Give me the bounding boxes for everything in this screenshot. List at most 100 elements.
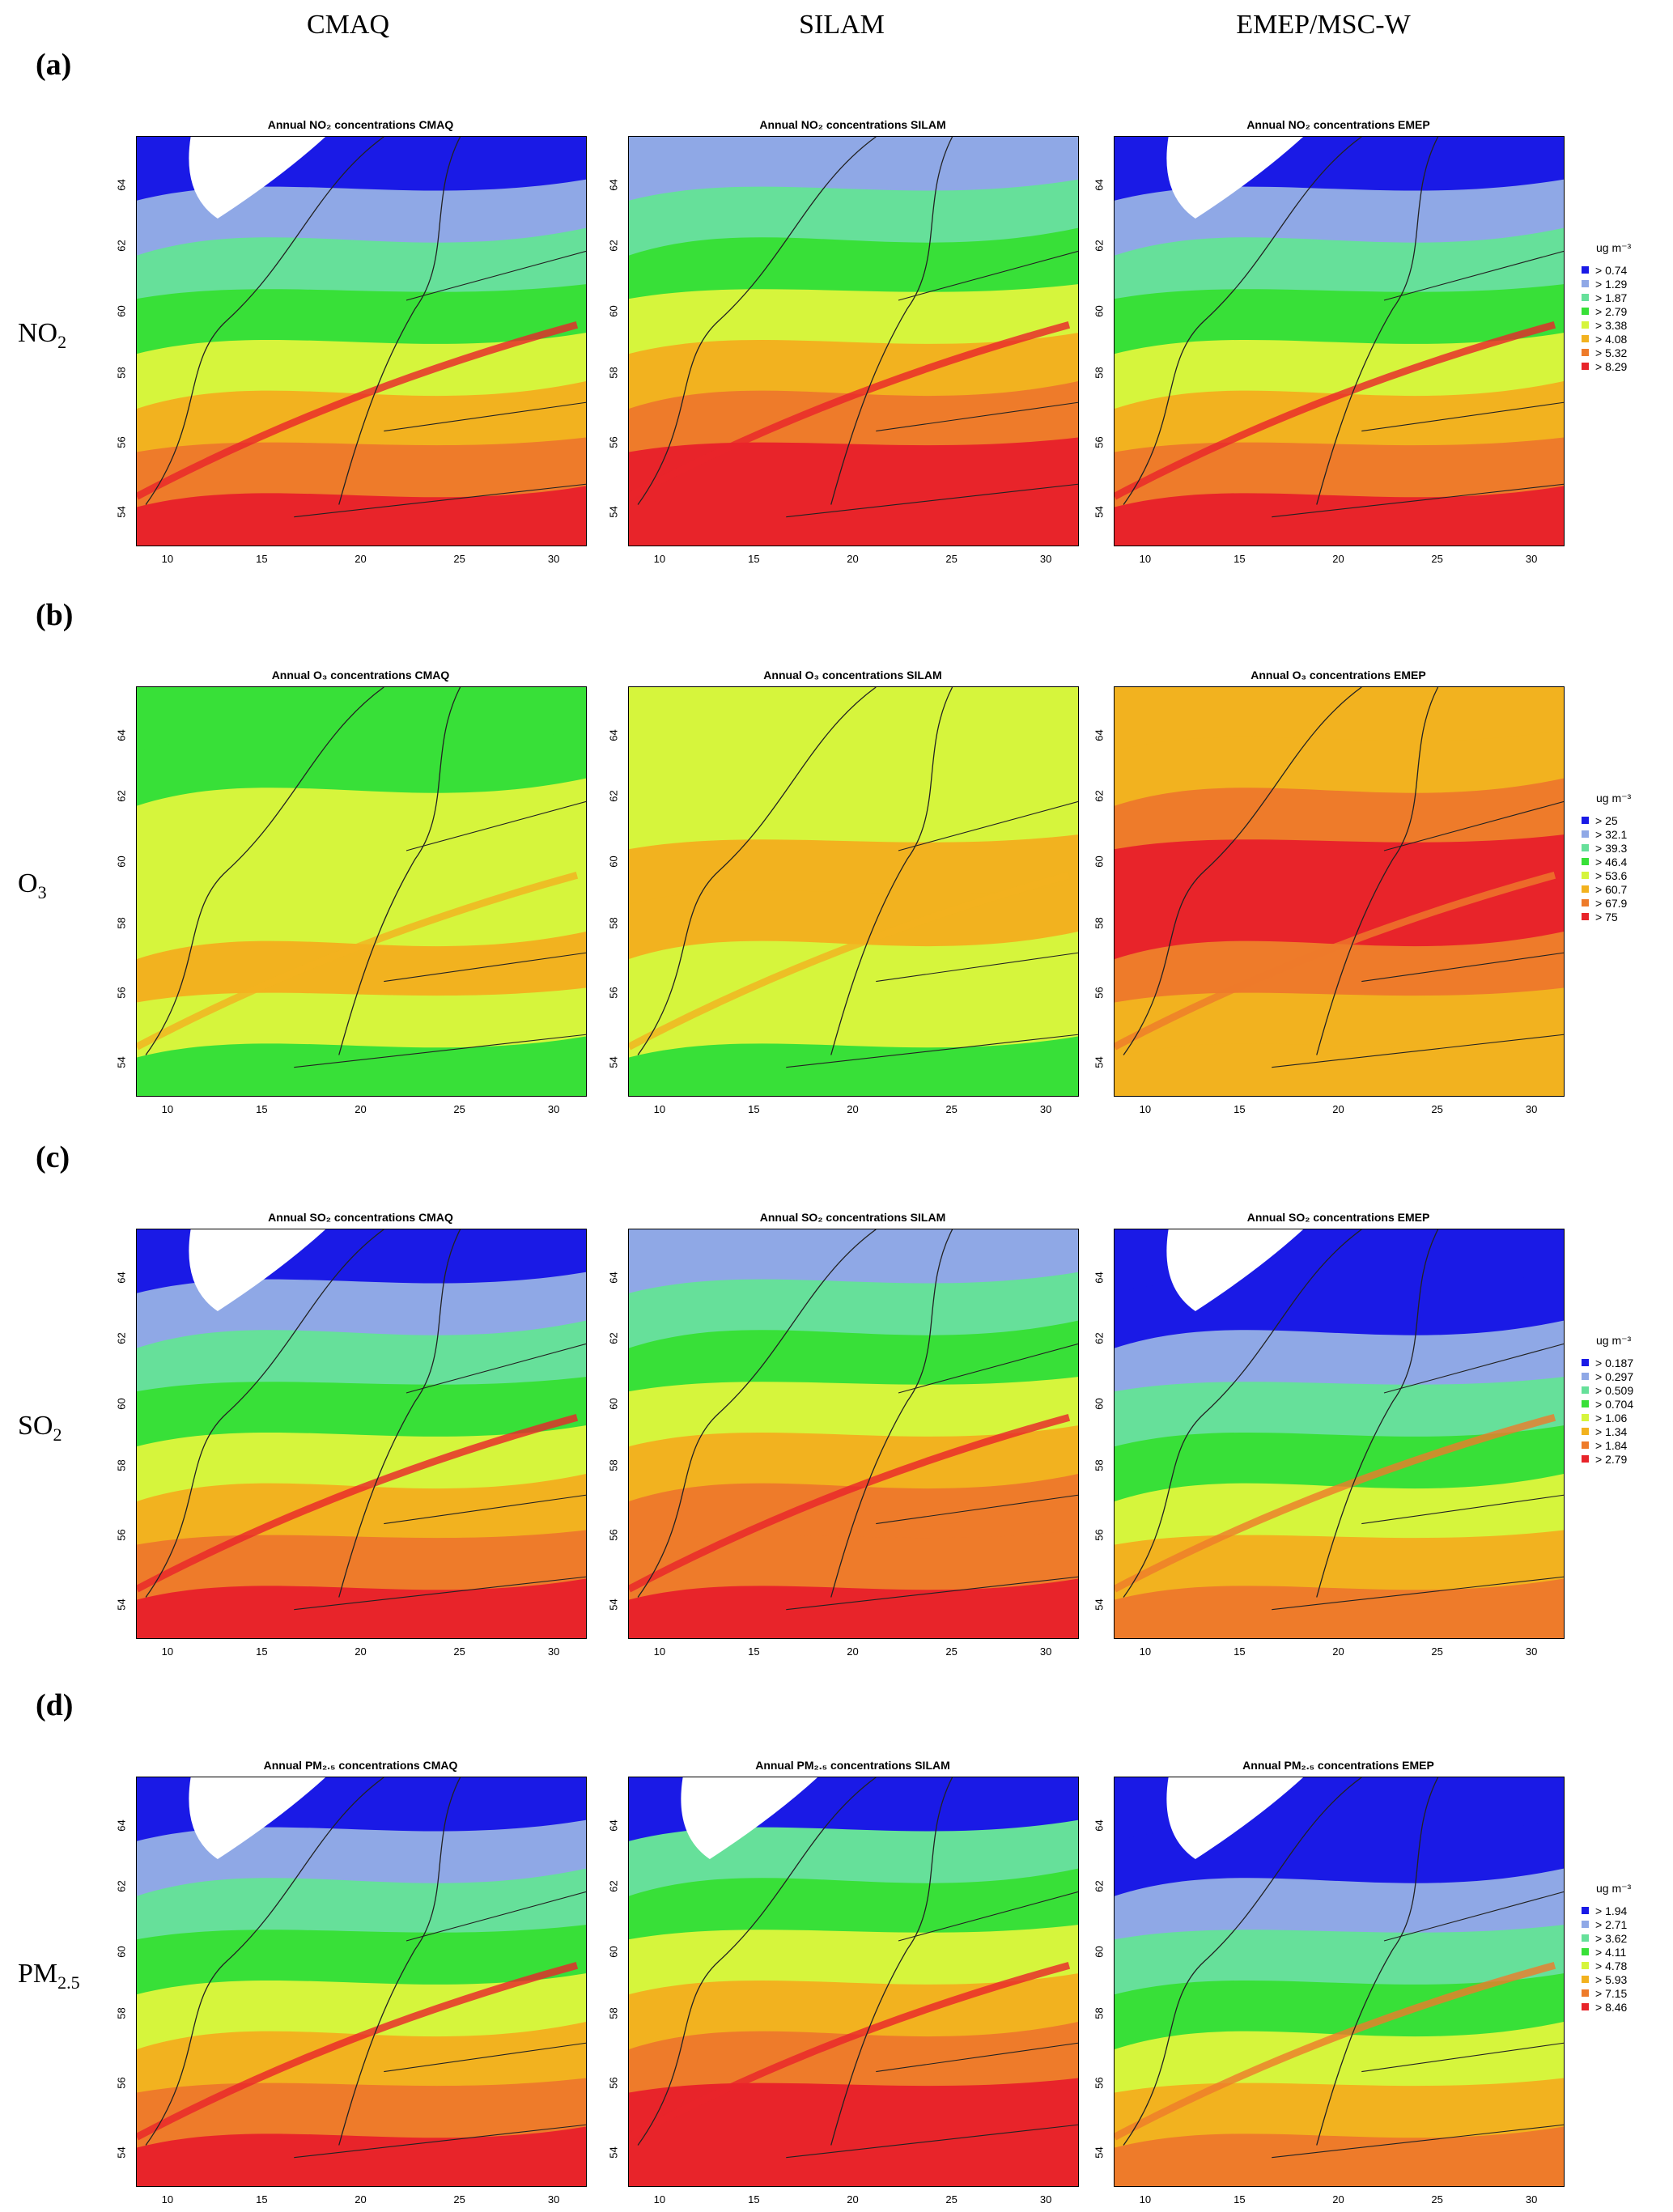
border-line [384, 401, 586, 432]
x-tick-label: 10 [161, 2193, 174, 2206]
legend-label: > 0.704 [1595, 1397, 1634, 1411]
legend-label: > 46.4 [1595, 855, 1628, 868]
y-tick-label: 60 [607, 856, 620, 868]
map-title-no2-silam: Annual NO₂ concentrations SILAM [759, 118, 946, 131]
legend-label: > 53.6 [1595, 868, 1628, 882]
map-title-no2-cmaq: Annual NO₂ concentrations CMAQ [267, 118, 454, 131]
y-tick-label: 56 [607, 436, 620, 448]
legend-swatch [1582, 321, 1589, 329]
legend-label: > 1.29 [1595, 277, 1628, 291]
y-tick-label: 64 [115, 728, 128, 741]
no-data-area [189, 1777, 326, 1859]
row-label-so2: (c) [36, 1140, 70, 1174]
x-tick-label: 30 [547, 2193, 560, 2206]
coastline [830, 1777, 953, 2146]
coastline [1316, 687, 1439, 1055]
y-tick-label: 60 [115, 1398, 128, 1410]
x-tick-label: 10 [653, 2193, 666, 2206]
map-title-o3-cmaq: Annual O₃ concentrations CMAQ [271, 669, 450, 681]
legend-label: > 32.1 [1595, 827, 1628, 841]
x-tick-label: 25 [453, 1645, 465, 1658]
legend-swatch [1582, 817, 1589, 824]
legend-swatch [1582, 885, 1589, 893]
x-tick-label: 30 [1525, 1645, 1538, 1658]
border-line [898, 800, 1078, 851]
coastline [338, 687, 461, 1055]
legend-item: > 1.34 [1582, 1424, 1633, 1438]
y-tick-label: 56 [1093, 987, 1106, 999]
x-tick-label: 25 [945, 553, 958, 565]
legend-item: > 5.32 [1582, 346, 1631, 359]
y-tick-label: 56 [607, 987, 620, 999]
legend-swatch [1582, 349, 1589, 356]
legend-unit: ug m⁻³ [1596, 1334, 1632, 1347]
y-tick-label: 58 [115, 2007, 128, 2019]
x-tick-label: 20 [847, 1645, 859, 1658]
legend-pm25: ug m⁻³ > 1.94 > 2.71 > 3.62 > 4.11 > 4.78 > 5.… [1582, 1882, 1631, 2014]
coastline [637, 137, 877, 505]
x-tick-label: 10 [653, 1645, 666, 1658]
map-panel-pm25-cmaq [136, 1777, 587, 2187]
border-line [1383, 800, 1564, 851]
no-data-area [1166, 137, 1304, 219]
y-tick-label: 54 [115, 2146, 128, 2159]
map-title-pm25-silam: Annual PM₂.₅ concentrations SILAM [755, 1759, 950, 1772]
y-tick-label: 56 [115, 2077, 128, 2089]
map-panel-so2-cmaq [136, 1229, 587, 1639]
shipping-lane-streak [1115, 321, 1556, 500]
y-tick-label: 62 [607, 790, 620, 803]
legend-item: > 1.84 [1582, 1438, 1633, 1452]
border-line [876, 2042, 1078, 2073]
y-tick-label: 64 [1093, 1271, 1106, 1284]
legend-label: > 1.94 [1595, 1904, 1628, 1917]
legend-swatch [1582, 872, 1589, 879]
pollutant-label-so2: SO2 [18, 1411, 62, 1445]
pollutant-label-pm25: PM2.5 [18, 1959, 80, 1993]
x-tick-label: 15 [1234, 553, 1246, 565]
concentration-band [137, 2126, 586, 2186]
legend-item: > 32.1 [1582, 827, 1631, 841]
y-tick-label: 64 [115, 1819, 128, 1832]
x-tick-label: 25 [945, 2193, 958, 2206]
legend-swatch [1582, 830, 1589, 838]
legend-swatch [1582, 1359, 1589, 1366]
map-panel-no2-emep [1114, 136, 1565, 546]
legend-item: > 1.06 [1582, 1411, 1633, 1424]
legend-swatch [1582, 266, 1589, 274]
x-tick-label: 20 [355, 553, 367, 565]
y-tick-label: 64 [115, 178, 128, 191]
map-title-no2-emep: Annual NO₂ concentrations EMEP [1246, 118, 1430, 131]
legend-unit: ug m⁻³ [1596, 792, 1632, 805]
x-tick-label: 30 [1525, 2193, 1538, 2206]
border-line [294, 1576, 586, 1611]
y-tick-label: 60 [115, 1946, 128, 1958]
legend-label: > 4.08 [1595, 332, 1628, 346]
x-tick-label: 25 [453, 2193, 465, 2206]
border-line [786, 1034, 1078, 1068]
y-tick-label: 62 [607, 240, 620, 253]
legend-o3: ug m⁻³ > 25 > 32.1 > 39.3 > 46.4 > 53.6 > 60.7… [1582, 792, 1631, 923]
concentration-band [1115, 1036, 1564, 1096]
map-title-so2-cmaq: Annual SO₂ concentrations CMAQ [268, 1211, 453, 1224]
legend-label: > 4.78 [1595, 1959, 1628, 1972]
x-tick-label: 15 [256, 1103, 268, 1115]
x-tick-label: 15 [256, 2193, 268, 2206]
y-tick-label: 62 [115, 1880, 128, 1893]
legend-swatch [1582, 844, 1589, 851]
y-tick-label: 54 [1093, 1055, 1106, 1068]
column-header-emep: EMEP/MSC-W [1236, 10, 1411, 40]
border-line [876, 1494, 1078, 1525]
y-tick-label: 62 [115, 790, 128, 803]
y-tick-label: 58 [115, 1459, 128, 1471]
pollutant-label-o3: O3 [18, 868, 47, 902]
legend-swatch [1582, 1441, 1589, 1449]
y-tick-label: 56 [115, 1529, 128, 1541]
y-tick-label: 54 [115, 1598, 128, 1611]
legend-item: > 0.187 [1582, 1356, 1633, 1369]
border-line [876, 952, 1078, 983]
legend-item: > 8.46 [1582, 2000, 1631, 2014]
x-tick-label: 30 [1039, 1645, 1052, 1658]
y-tick-label: 62 [1093, 1880, 1106, 1893]
x-tick-label: 20 [1332, 1645, 1344, 1658]
map-panel-pm25-silam [628, 1777, 1079, 2187]
